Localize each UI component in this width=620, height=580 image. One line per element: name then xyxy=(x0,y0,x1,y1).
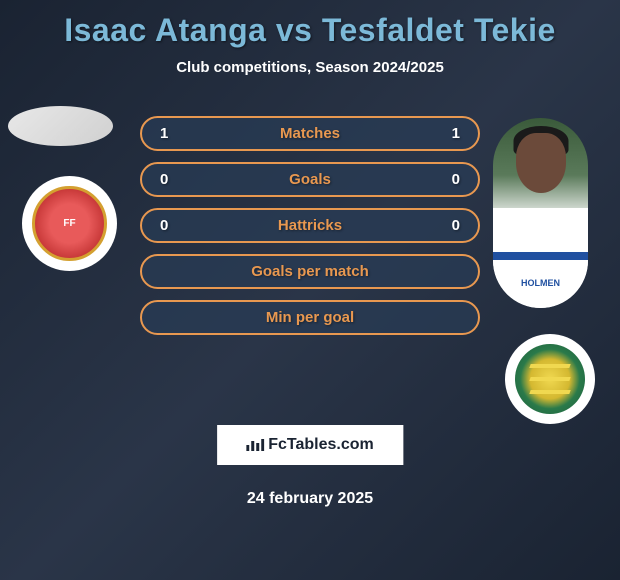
player-right-club-logo xyxy=(505,334,595,424)
stat-label: Goals per match xyxy=(251,263,369,280)
stat-label: Matches xyxy=(280,125,340,142)
stat-right-value: 1 xyxy=(452,125,460,142)
stats-container: 1 Matches 1 0 Goals 0 0 Hattricks 0 Goal… xyxy=(140,116,480,346)
stat-right-value: 0 xyxy=(452,171,460,188)
stat-label: Goals xyxy=(289,171,331,188)
brand-badge[interactable]: FcTables.com xyxy=(217,425,403,465)
player-right-avatar: HOLMEN xyxy=(493,118,588,308)
stat-row-min-per-goal: Min per goal xyxy=(140,300,480,335)
stat-left-value: 0 xyxy=(160,217,168,234)
date-label: 24 february 2025 xyxy=(247,490,373,508)
page-subtitle: Club competitions, Season 2024/2025 xyxy=(0,59,620,76)
stat-row-goals-per-match: Goals per match xyxy=(140,254,480,289)
hammarby-logo-icon xyxy=(515,344,585,414)
content-area: FF HOLMEN 1 Matches 1 0 Goals 0 xyxy=(0,106,620,446)
chart-icon xyxy=(246,437,264,454)
stat-row-hattricks: 0 Hattricks 0 xyxy=(140,208,480,243)
kalmar-logo-icon: FF xyxy=(32,186,107,261)
avatar-face xyxy=(516,133,566,193)
stat-right-value: 0 xyxy=(452,217,460,234)
brand-text: FcTables.com xyxy=(268,436,374,454)
stat-left-value: 0 xyxy=(160,171,168,188)
player-left-club-logo: FF xyxy=(22,176,117,271)
jersey-stripe xyxy=(493,252,588,260)
jersey-sponsor: HOLMEN xyxy=(521,278,560,288)
stat-label: Min per goal xyxy=(266,309,354,326)
page-title: Isaac Atanga vs Tesfaldet Tekie xyxy=(0,0,620,49)
player-left-avatar xyxy=(8,106,113,146)
stat-row-goals: 0 Goals 0 xyxy=(140,162,480,197)
stat-row-matches: 1 Matches 1 xyxy=(140,116,480,151)
stat-label: Hattricks xyxy=(278,217,342,234)
stat-left-value: 1 xyxy=(160,125,168,142)
